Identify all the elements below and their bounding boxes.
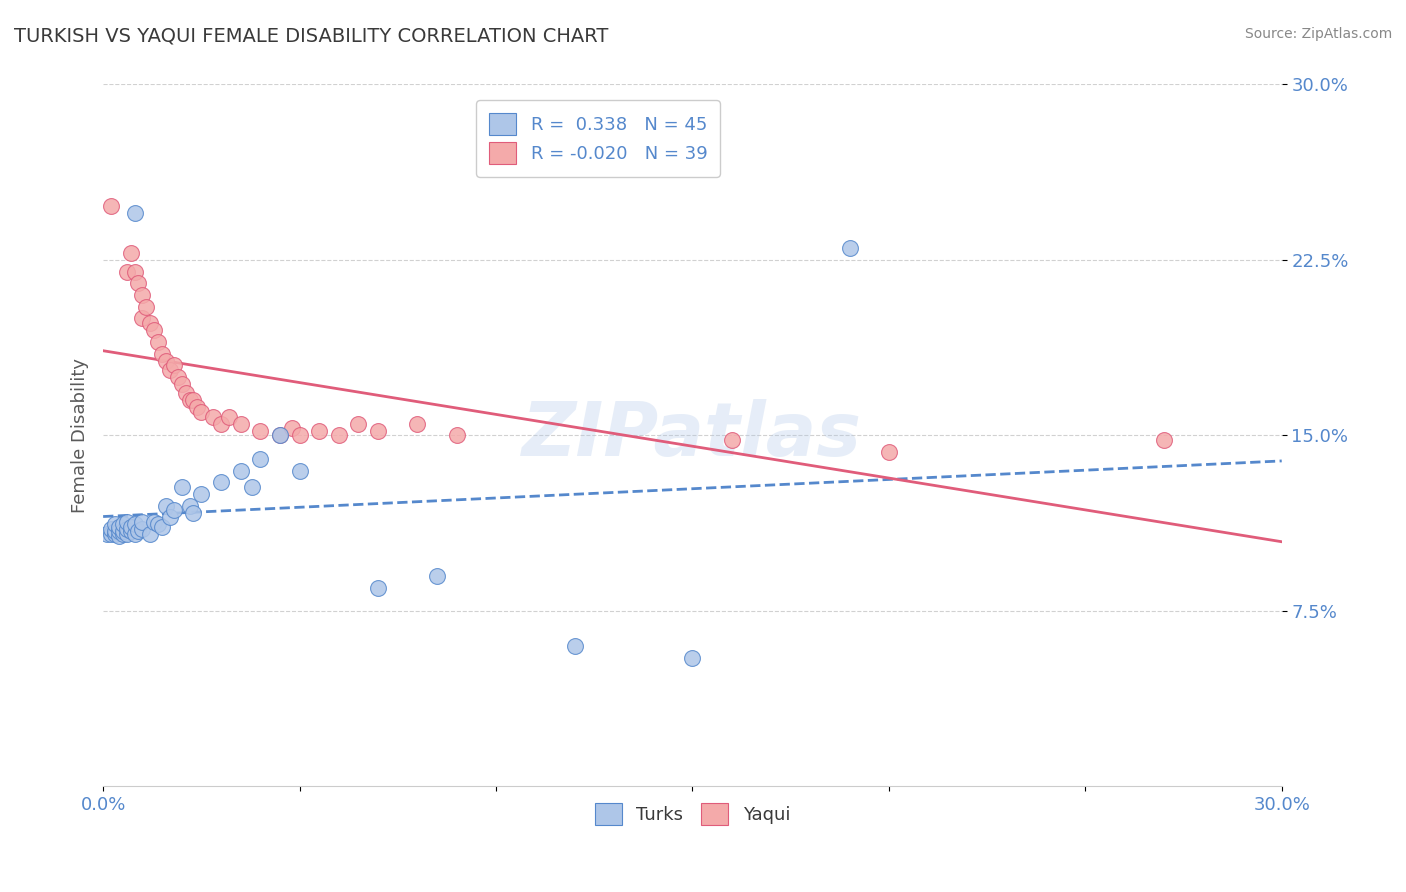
Point: [367, 424, 389, 438]
Point: [249, 451, 271, 466]
Point: [100, 522, 122, 536]
Point: [1153, 433, 1175, 447]
Point: [111, 526, 134, 541]
Point: [104, 526, 127, 541]
Point: [406, 417, 429, 431]
Point: [143, 515, 166, 529]
Point: [229, 464, 252, 478]
Point: [135, 300, 157, 314]
Point: [183, 506, 205, 520]
Point: [446, 428, 468, 442]
Point: [183, 393, 205, 408]
Point: [174, 386, 197, 401]
Text: TURKISH VS YAQUI FEMALE DISABILITY CORRELATION CHART: TURKISH VS YAQUI FEMALE DISABILITY CORRE…: [14, 27, 609, 45]
Point: [249, 424, 271, 438]
Point: [288, 428, 311, 442]
Point: [186, 401, 208, 415]
Point: [150, 346, 173, 360]
Point: [269, 428, 291, 442]
Legend: Turks, Yaqui: Turks, Yaqui: [585, 794, 799, 834]
Point: [170, 480, 193, 494]
Point: [124, 517, 146, 532]
Point: [159, 363, 181, 377]
Y-axis label: Female Disability: Female Disability: [72, 358, 89, 513]
Point: [218, 409, 240, 424]
Point: [426, 569, 449, 583]
Point: [139, 316, 162, 330]
Point: [115, 522, 138, 536]
Point: [163, 503, 186, 517]
Point: [367, 581, 389, 595]
Point: [108, 519, 131, 533]
Point: [131, 522, 153, 536]
Point: [108, 529, 131, 543]
Point: [564, 639, 586, 653]
Text: ZIPatlas: ZIPatlas: [523, 399, 862, 472]
Point: [170, 376, 193, 391]
Point: [146, 517, 169, 532]
Point: [190, 405, 212, 419]
Point: [242, 480, 264, 494]
Point: [127, 277, 149, 291]
Point: [159, 510, 181, 524]
Point: [190, 487, 212, 501]
Point: [150, 519, 173, 533]
Point: [288, 464, 311, 478]
Point: [720, 433, 742, 447]
Point: [163, 358, 186, 372]
Point: [131, 288, 153, 302]
Point: [131, 311, 153, 326]
Point: [96, 526, 118, 541]
Point: [877, 445, 900, 459]
Point: [127, 524, 149, 539]
Point: [202, 409, 225, 424]
Point: [681, 650, 703, 665]
Point: [104, 517, 127, 532]
Point: [120, 246, 142, 260]
Point: [115, 265, 138, 279]
Point: [111, 524, 134, 539]
Point: [328, 428, 350, 442]
Point: [120, 519, 142, 533]
Point: [280, 421, 302, 435]
Point: [124, 206, 146, 220]
Text: Source: ZipAtlas.com: Source: ZipAtlas.com: [1244, 27, 1392, 41]
Point: [115, 526, 138, 541]
Point: [146, 334, 169, 349]
Point: [139, 526, 162, 541]
Point: [120, 524, 142, 539]
Point: [108, 524, 131, 539]
Point: [166, 370, 188, 384]
Point: [229, 417, 252, 431]
Point: [269, 428, 291, 442]
Point: [124, 265, 146, 279]
Point: [143, 323, 166, 337]
Point: [124, 526, 146, 541]
Point: [100, 526, 122, 541]
Point: [209, 475, 232, 490]
Point: [209, 417, 232, 431]
Point: [131, 515, 153, 529]
Point: [179, 393, 201, 408]
Point: [104, 524, 127, 539]
Point: [179, 499, 201, 513]
Point: [838, 241, 860, 255]
Point: [100, 199, 122, 213]
Point: [111, 517, 134, 532]
Point: [115, 515, 138, 529]
Point: [308, 424, 330, 438]
Point: [347, 417, 370, 431]
Point: [155, 499, 177, 513]
Point: [155, 353, 177, 368]
